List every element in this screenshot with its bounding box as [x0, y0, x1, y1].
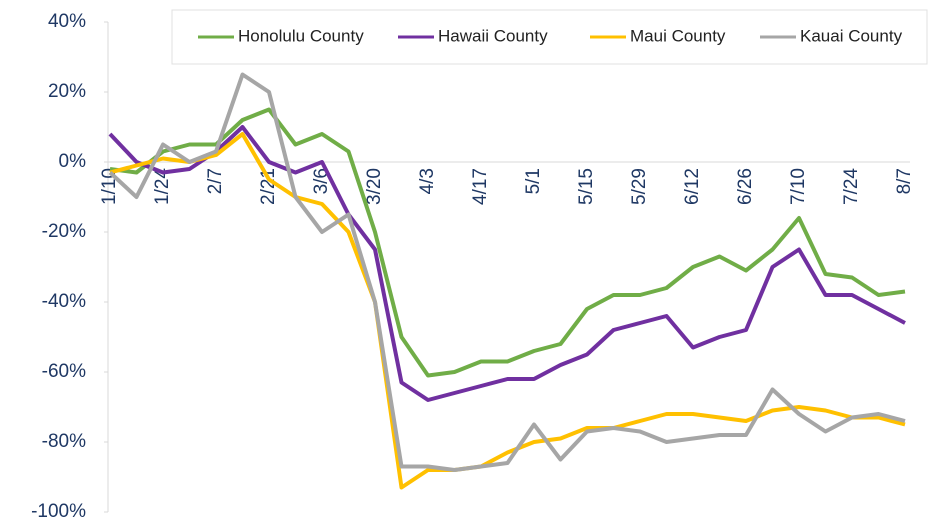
x-tick-label: 4/17: [470, 168, 491, 205]
x-tick-label: 2/7: [205, 168, 226, 194]
y-tick-label: -100%: [31, 501, 86, 522]
x-tick-label: 1/24: [152, 168, 173, 205]
x-tick-label: 6/12: [682, 168, 703, 205]
y-tick-label: -60%: [42, 361, 86, 382]
x-tick-label: 5/29: [629, 168, 650, 205]
x-tick-label: 4/3: [417, 168, 438, 194]
y-tick-label: -80%: [42, 431, 86, 452]
series-line: [109, 132, 906, 490]
x-tick-label: 3/20: [364, 168, 385, 205]
series-line: [108, 125, 906, 402]
x-tick-label: 7/10: [788, 168, 809, 205]
y-tick-label: 0%: [59, 151, 87, 172]
legend-label: Hawaii County: [438, 26, 548, 45]
y-tick-label: -40%: [42, 291, 86, 312]
legend-label: Kauai County: [800, 26, 903, 45]
y-tick-label: -20%: [42, 221, 86, 242]
x-tick-label: 2/21: [258, 168, 279, 205]
y-tick-label: 40%: [48, 11, 86, 32]
legend-label: Maui County: [630, 26, 726, 45]
x-tick-label: 6/26: [735, 168, 756, 205]
x-tick-label: 5/1: [523, 168, 544, 194]
series-line: [109, 107, 906, 378]
x-tick-label: 5/15: [576, 168, 597, 205]
legend-box: [171, 9, 928, 65]
series-line: [108, 72, 906, 472]
legend-label: Honolulu County: [238, 26, 364, 45]
x-tick-label: 8/7: [894, 168, 915, 194]
x-tick-label: 7/24: [841, 168, 862, 205]
y-tick-label: 20%: [48, 81, 86, 102]
